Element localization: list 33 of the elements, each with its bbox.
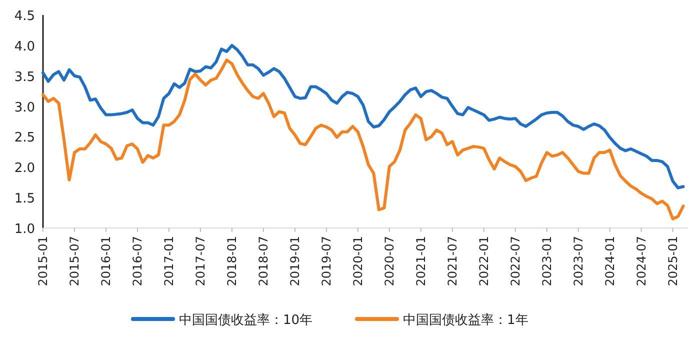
y-tick-label: 2.0 [14, 161, 35, 176]
y-tick-label: 1.5 [14, 192, 35, 207]
y-tick-label: 3.0 [14, 100, 35, 116]
x-tick-label: 2021-07 [445, 236, 460, 286]
line-series [42, 58, 685, 220]
x-tick-label: 2019-01 [288, 236, 302, 286]
x-tick-label: 2019-07 [319, 236, 334, 286]
x-tick-label: 2020-01 [350, 236, 365, 286]
x-tick-label: 2016-07 [130, 236, 144, 286]
x-tick-label: 2017-07 [193, 236, 208, 286]
legend-label: 中国国债收益率：1年 [403, 312, 528, 328]
line-series [42, 44, 685, 190]
x-tick-label: 2022-01 [476, 236, 491, 286]
x-tick-label: 2015-07 [67, 236, 82, 286]
x-tick-label: 2017-01 [162, 236, 176, 286]
x-tick-label: 2024-01 [602, 236, 617, 286]
x-tick-label: 2018-01 [224, 236, 239, 286]
x-tick-label: 2025-01 [666, 236, 680, 286]
y-tick-label: 4.0 [14, 39, 35, 54]
x-tick-label: 2016-01 [98, 236, 113, 286]
y-tick-label: 2.5 [14, 130, 35, 146]
x-tick-label: 2024-07 [634, 236, 648, 286]
x-tick-label: 2022-07 [508, 236, 522, 286]
x-tick-label: 2018-07 [256, 236, 270, 286]
x-tick-label: 2021-01 [414, 236, 428, 286]
y-tick-label: 3.5 [14, 70, 35, 85]
x-tick-label: 2015-01 [36, 236, 50, 286]
x-tick-label: 2023-07 [571, 236, 586, 286]
y-tick-label: 1.0 [14, 222, 35, 237]
legend-label: 中国国债收益率：10年 [179, 312, 313, 328]
x-tick-label: 2020-07 [382, 236, 396, 286]
y-tick-label: 4.5 [14, 9, 35, 24]
x-tick-label: 2023-01 [540, 236, 554, 286]
